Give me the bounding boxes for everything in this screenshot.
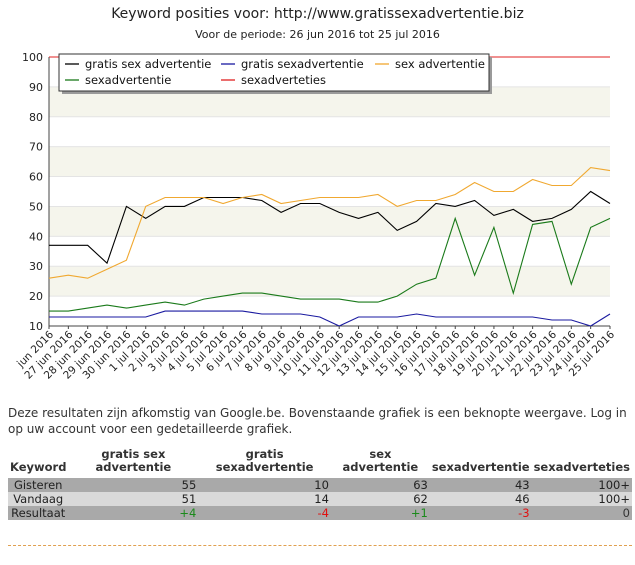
column-header: gratis sex advertentie [95, 447, 172, 474]
series-line [49, 216, 611, 312]
y-tick-label: 100 [22, 51, 43, 64]
column-header: gratis sexadvertentie [215, 447, 314, 474]
footer-divider [8, 545, 632, 546]
grid-band [49, 236, 610, 267]
legend-box [58, 53, 490, 92]
series-line [48, 167, 611, 279]
table-cell: 63 [330, 478, 430, 492]
table-cell: -4 [198, 506, 331, 520]
row-label: Vandaag [8, 492, 69, 506]
table-cell: 55 [68, 478, 199, 492]
y-tick-label: 50 [29, 200, 43, 213]
legend-label: sexadverteties [241, 73, 326, 87]
table-cell: 51 [68, 492, 199, 506]
table-cell: -3 [429, 506, 532, 520]
legend-label: sexadvertentie [85, 73, 171, 87]
series-line [49, 310, 611, 327]
legend-label: sex advertentie [395, 57, 485, 71]
y-tick-label: 80 [29, 111, 43, 124]
table-cell: 100+ [531, 478, 632, 492]
table-header-row: Keyword gratis sex advertentie gratis sexa… [8, 448, 632, 478]
table-cell: 62 [330, 492, 430, 506]
results-table: Keyword gratis sex advertentie gratis sexa… [8, 448, 632, 520]
table-cell: +4 [68, 506, 199, 520]
source-note: Deze resultaten zijn afkomstig van Googl… [8, 406, 627, 436]
y-tick-label: 90 [29, 81, 43, 94]
grid-band [49, 266, 610, 297]
grid-band [49, 116, 610, 147]
legend-label: gratis sex advertentie [85, 57, 211, 71]
column-header: Keyword [10, 460, 67, 474]
row-label: Resultaat [8, 506, 69, 520]
table-row: Resultaat +4 -4 +1 -3 0 [8, 506, 632, 520]
column-header: sex advertentie [342, 447, 419, 474]
y-tick-label: 30 [29, 260, 43, 273]
table-cell: 14 [198, 492, 331, 506]
table-row: Gisteren 55 10 63 43 100+ [8, 478, 632, 492]
chart-title: Keyword posities voor: http://www.gratis… [111, 6, 524, 22]
table-cell: +1 [330, 506, 430, 520]
y-tick-label: 10 [29, 320, 43, 333]
grid-band [49, 146, 610, 177]
y-tick-label: 20 [29, 290, 43, 303]
table-cell: 100+ [531, 492, 632, 506]
table-cell: 0 [531, 506, 632, 520]
chart-subtitle: Voor de periode: 26 jun 2016 tot 25 jul … [195, 28, 440, 41]
table-row: Vandaag 51 14 62 46 100+ [8, 492, 632, 506]
column-header: sexadvertentie [431, 460, 530, 474]
table-cell: 46 [429, 492, 532, 506]
row-label: Gisteren [8, 478, 69, 492]
grid-band [49, 176, 610, 207]
column-header: sexadverteties [533, 460, 630, 474]
table-cell: 43 [429, 478, 532, 492]
table-cell: 10 [198, 478, 331, 492]
y-tick-label: 40 [29, 230, 43, 243]
y-tick-label: 70 [29, 141, 43, 154]
legend-label: gratis sexadvertentie [241, 57, 364, 71]
y-tick-label: 60 [29, 171, 43, 184]
